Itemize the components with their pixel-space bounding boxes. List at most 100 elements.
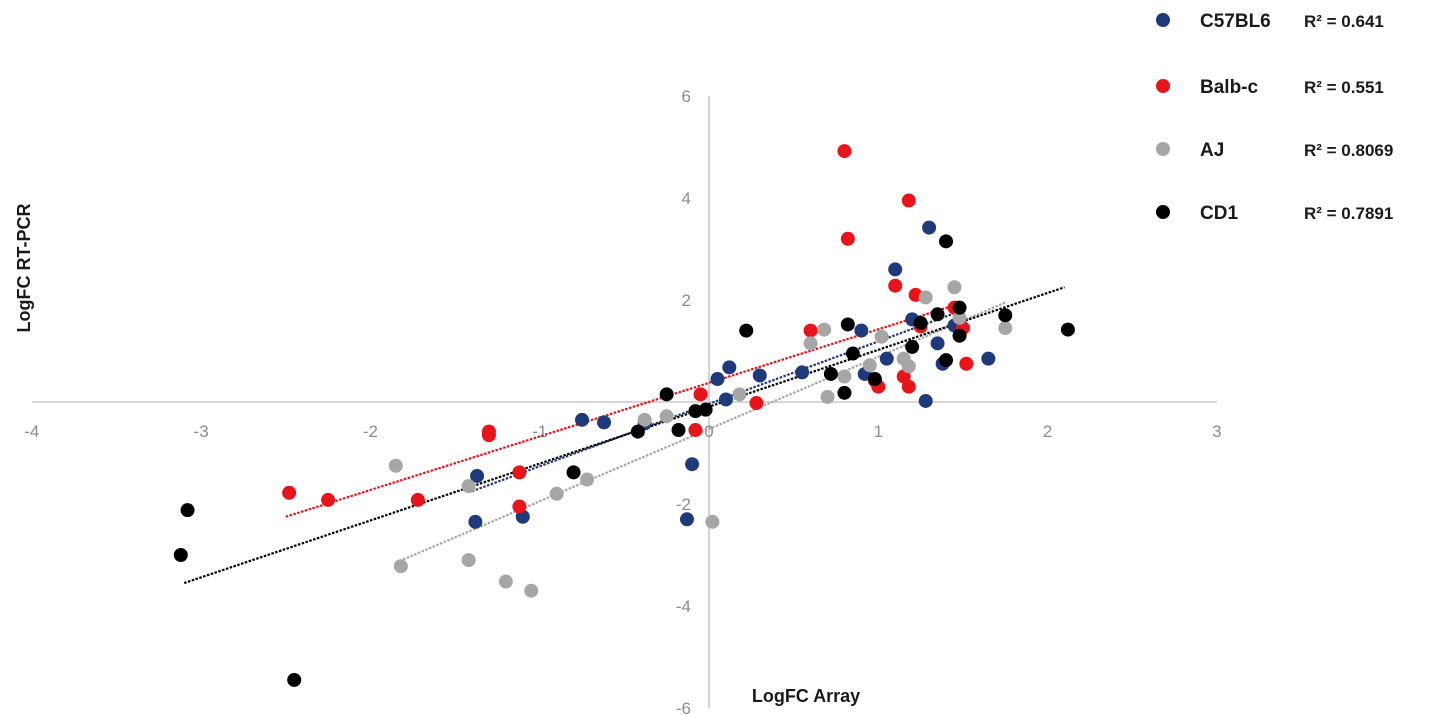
data-point-c57bl6 [930,336,945,351]
data-point-c57bl6 [918,393,933,408]
trendline-balb-c [285,301,964,518]
y-tick-label: 2 [682,291,691,310]
data-point-aj [837,369,852,384]
data-point-aj [918,290,933,305]
data-point-aj [549,486,564,501]
data-point-balb-c [512,465,527,480]
trendline-c57bl6 [471,309,964,493]
data-point-c57bl6 [470,468,485,483]
data-point-c57bl6 [752,368,767,383]
x-tick-labels: -4 -3 -2 -1 0 1 2 3 [24,422,1221,441]
data-point-c57bl6 [718,392,733,407]
data-point-c57bl6 [722,360,737,375]
data-point-cd1 [671,423,686,438]
data-point-balb-c [901,379,916,394]
data-point-cd1 [1060,322,1075,337]
x-tick-label: 3 [1212,422,1221,441]
data-point-balb-c [901,193,916,208]
data-point-cd1 [739,323,754,338]
data-point-aj [388,458,403,473]
data-point-c57bl6 [575,412,590,427]
data-point-cd1 [566,465,581,480]
data-point-cd1 [180,503,195,518]
data-point-cd1 [913,315,928,330]
data-point-cd1 [698,402,713,417]
x-tick-label: -4 [24,422,39,441]
data-point-c57bl6 [981,351,996,366]
data-point-cd1 [840,317,855,332]
x-tick-label: -3 [194,422,209,441]
legend-label-c57bl6: C57BL6 [1200,11,1271,32]
axes [31,96,1217,708]
y-tick-label: -4 [676,597,691,616]
legend-marker-aj [1156,142,1170,156]
x-tick-label: 2 [1043,422,1052,441]
x-tick-label: 1 [874,422,883,441]
data-point-cd1 [659,387,674,402]
data-point-c57bl6 [468,514,483,529]
y-tick-label: -2 [676,495,691,514]
trendline-cd1 [183,286,1065,585]
data-point-aj [817,322,832,337]
data-point-cd1 [939,353,954,368]
data-point-balb-c [512,499,527,514]
legend-item-aj: AJ R² = 0.8069 [1156,140,1393,161]
data-point-cd1 [867,372,882,387]
data-point-cd1 [630,424,645,439]
legend: C57BL6 R² = 0.641 Balb-c R² = 0.551 AJ R… [1156,11,1393,224]
data-point-c57bl6 [854,323,869,338]
y-axis-title: LogFC RT-PCR [14,204,34,333]
data-point-balb-c [803,323,818,338]
data-point-balb-c [693,387,708,402]
data-point-aj [820,389,835,404]
data-points [173,144,1075,687]
legend-marker-cd1 [1156,205,1170,219]
legend-r2-aj: R² = 0.8069 [1304,141,1393,160]
data-point-aj [580,472,595,487]
y-tick-labels: -6 -4 -2 2 4 6 [676,87,691,715]
legend-marker-balb-c [1156,79,1170,93]
data-point-cd1 [287,672,302,687]
data-point-c57bl6 [679,512,694,527]
data-point-cd1 [998,308,1013,323]
data-point-c57bl6 [597,415,612,430]
data-point-c57bl6 [888,262,903,277]
data-point-aj [803,336,818,351]
data-point-balb-c [410,492,425,507]
data-point-aj [998,321,1013,336]
data-point-aj [947,280,962,295]
legend-label-cd1: CD1 [1200,203,1238,224]
legend-item-balb-c: Balb-c R² = 0.551 [1156,77,1384,98]
data-point-c57bl6 [710,372,725,387]
data-point-balb-c [688,423,703,438]
data-point-balb-c [749,396,764,411]
data-point-cd1 [952,300,967,315]
x-axis-title: LogFC Array [752,686,860,706]
data-point-c57bl6 [879,351,894,366]
data-point-c57bl6 [685,457,700,472]
data-point-balb-c [282,485,297,500]
x-tick-label: -2 [363,422,378,441]
data-point-aj [637,412,652,427]
data-point-aj [705,514,720,529]
y-tick-label: 6 [682,87,691,106]
data-point-aj [659,409,674,424]
trendlines [183,286,1065,585]
legend-r2-balb-c: R² = 0.551 [1304,78,1384,97]
legend-r2-cd1: R² = 0.7891 [1304,204,1393,223]
legend-label-balb-c: Balb-c [1200,77,1259,98]
data-point-aj [461,479,476,494]
data-point-cd1 [952,328,967,343]
data-point-cd1 [837,385,852,400]
legend-label-aj: AJ [1200,140,1224,161]
data-point-cd1 [173,548,188,562]
data-point-cd1 [905,339,920,354]
data-point-aj [498,574,513,589]
trendline-aj [395,301,1006,564]
data-point-aj [896,351,911,366]
data-point-aj [461,553,476,568]
data-point-aj [952,310,967,325]
data-point-balb-c [481,428,496,443]
x-tick-label: 0 [704,422,713,441]
